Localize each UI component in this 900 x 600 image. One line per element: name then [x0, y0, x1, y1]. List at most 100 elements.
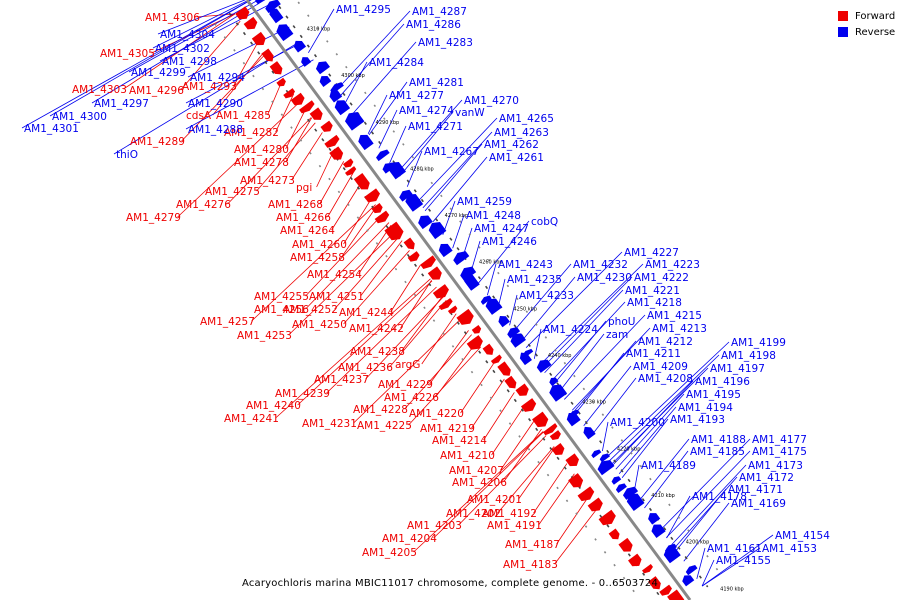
gene-arrow[interactable] [276, 24, 294, 42]
reverse-gene-label[interactable]: AM1_4153 [762, 543, 817, 555]
forward-gene-label[interactable]: AM1_4226 [384, 392, 439, 404]
gene-arrow[interactable] [420, 255, 436, 269]
gene-arrow[interactable] [597, 460, 615, 476]
gene-arrow[interactable] [358, 134, 374, 151]
reverse-gene-label[interactable]: AM1_4300 [52, 111, 107, 123]
forward-gene-label[interactable]: AM1_4293 [182, 81, 237, 93]
reverse-gene-label[interactable]: vanW [455, 107, 485, 119]
reverse-gene-label[interactable]: AM1_4155 [716, 555, 771, 567]
forward-gene-label[interactable]: AM1_4207 [449, 465, 504, 477]
reverse-gene-label[interactable]: phoU [608, 316, 635, 328]
gene-arrow[interactable] [438, 298, 453, 310]
gene-arrow[interactable] [587, 497, 603, 512]
gene-arrow[interactable] [344, 112, 365, 131]
reverse-gene-label[interactable]: AM1_4243 [498, 259, 553, 271]
reverse-gene-label[interactable]: AM1_4267 [424, 146, 479, 158]
reverse-gene-label[interactable]: AM1_4197 [710, 363, 765, 375]
reverse-gene-label[interactable]: AM1_4209 [633, 361, 688, 373]
reverse-gene-label[interactable]: AM1_4297 [94, 98, 149, 110]
gene-arrow[interactable] [549, 384, 568, 402]
reverse-gene-label[interactable]: AM1_4212 [638, 336, 693, 348]
gene-arrow[interactable] [504, 375, 517, 389]
reverse-gene-label[interactable]: AM1_4218 [627, 297, 682, 309]
gene-arrow[interactable] [551, 443, 565, 455]
gene-arrow[interactable] [309, 107, 323, 120]
gene-arrow[interactable] [682, 575, 695, 587]
forward-gene-label[interactable]: AM1_4275 [205, 186, 260, 198]
gene-arrow[interactable] [243, 16, 258, 30]
forward-gene-label[interactable]: AM1_4183 [503, 559, 558, 571]
reverse-gene-label[interactable]: AM1_4294 [190, 72, 245, 84]
forward-gene-label[interactable]: AM1_4253 [237, 330, 292, 342]
forward-gene-label[interactable]: AM1_4236 [338, 362, 393, 374]
reverse-gene-label[interactable]: AM1_4301 [24, 123, 79, 135]
gene-arrow[interactable] [235, 6, 250, 20]
reverse-gene-label[interactable]: AM1_4281 [409, 77, 464, 89]
forward-gene-label[interactable]: AM1_4257 [200, 316, 255, 328]
gene-arrow[interactable] [685, 565, 698, 576]
forward-gene-label[interactable]: AM1_4187 [505, 539, 560, 551]
reverse-gene-label[interactable]: AM1_4154 [775, 530, 830, 542]
gene-arrow[interactable] [566, 412, 581, 427]
reverse-gene-label[interactable]: AM1_4298 [162, 56, 217, 68]
gene-arrow[interactable] [460, 266, 477, 281]
forward-gene-label[interactable]: AM1_4238 [350, 346, 405, 358]
forward-gene-label[interactable]: AM1_4237 [314, 374, 369, 386]
reverse-gene-label[interactable]: zam [606, 329, 628, 341]
gene-arrow[interactable] [456, 308, 474, 325]
gene-arrow[interactable] [471, 324, 482, 334]
reverse-gene-label[interactable]: AM1_4198 [721, 350, 776, 362]
reverse-gene-label[interactable]: AM1_4194 [678, 402, 733, 414]
forward-gene-label[interactable]: AM1_4242 [349, 323, 404, 335]
reverse-gene-label[interactable]: AM1_4246 [482, 236, 537, 248]
reverse-gene-label[interactable]: AM1_4277 [389, 90, 444, 102]
gene-arrow[interactable] [453, 251, 470, 266]
reverse-gene-label[interactable]: AM1_4271 [408, 121, 463, 133]
gene-arrow[interactable] [536, 359, 552, 373]
gene-arrow[interactable] [376, 149, 390, 162]
gene-arrow[interactable] [485, 298, 503, 315]
gene-arrow[interactable] [299, 100, 315, 114]
gene-arrow[interactable] [344, 166, 357, 176]
forward-gene-label[interactable]: AM1_4220 [409, 408, 464, 420]
reverse-gene-label[interactable]: AM1_4304 [160, 29, 215, 41]
forward-gene-label[interactable]: AM1_4225 [357, 420, 412, 432]
reverse-gene-label[interactable]: AM1_4265 [499, 113, 554, 125]
gene-arrow[interactable] [659, 584, 672, 596]
forward-gene-label[interactable]: AM1_4204 [382, 533, 437, 545]
reverse-gene-label[interactable]: AM1_4185 [690, 446, 745, 458]
reverse-gene-label[interactable]: AM1_4195 [686, 389, 741, 401]
forward-gene-label[interactable]: AM1_4268 [268, 199, 323, 211]
gene-arrow[interactable] [510, 333, 526, 348]
gene-arrow[interactable] [663, 546, 681, 564]
gene-arrow[interactable] [388, 161, 407, 180]
forward-gene-label[interactable]: AM1_4252 [283, 304, 338, 316]
gene-arrow[interactable] [628, 553, 642, 567]
reverse-gene-label[interactable]: AM1_4189 [641, 460, 696, 472]
reverse-gene-label[interactable]: AM1_4233 [519, 290, 574, 302]
gene-arrow[interactable] [507, 327, 521, 339]
gene-arrow[interactable] [320, 120, 333, 132]
reverse-gene-label[interactable]: AM1_4215 [647, 310, 702, 322]
gene-arrow[interactable] [329, 146, 344, 160]
forward-gene-label[interactable]: AM1_4264 [280, 225, 335, 237]
gene-arrow[interactable] [464, 274, 480, 291]
reverse-gene-label[interactable]: AM1_4221 [625, 285, 680, 297]
reverse-gene-label[interactable]: AM1_4284 [369, 57, 424, 69]
gene-arrow[interactable] [319, 75, 332, 87]
gene-arrow[interactable] [543, 423, 558, 436]
forward-gene-label[interactable]: AM1_4296 [129, 85, 184, 97]
reverse-gene-label[interactable]: AM1_4259 [457, 196, 512, 208]
forward-gene-label[interactable]: AM1_4256 [254, 304, 309, 316]
forward-gene-label[interactable]: AM1_4254 [307, 269, 362, 281]
gene-arrow[interactable] [290, 92, 305, 106]
gene-arrow[interactable] [626, 493, 645, 512]
reverse-gene-label[interactable]: AM1_4270 [464, 95, 519, 107]
gene-arrow[interactable] [618, 537, 633, 552]
reverse-gene-label[interactable]: AM1_4223 [645, 259, 700, 271]
gene-arrow[interactable] [265, 0, 281, 14]
gene-arrow[interactable] [353, 173, 370, 190]
gene-arrow[interactable] [648, 513, 661, 525]
gene-arrow[interactable] [598, 509, 616, 526]
gene-arrow[interactable] [568, 473, 584, 488]
